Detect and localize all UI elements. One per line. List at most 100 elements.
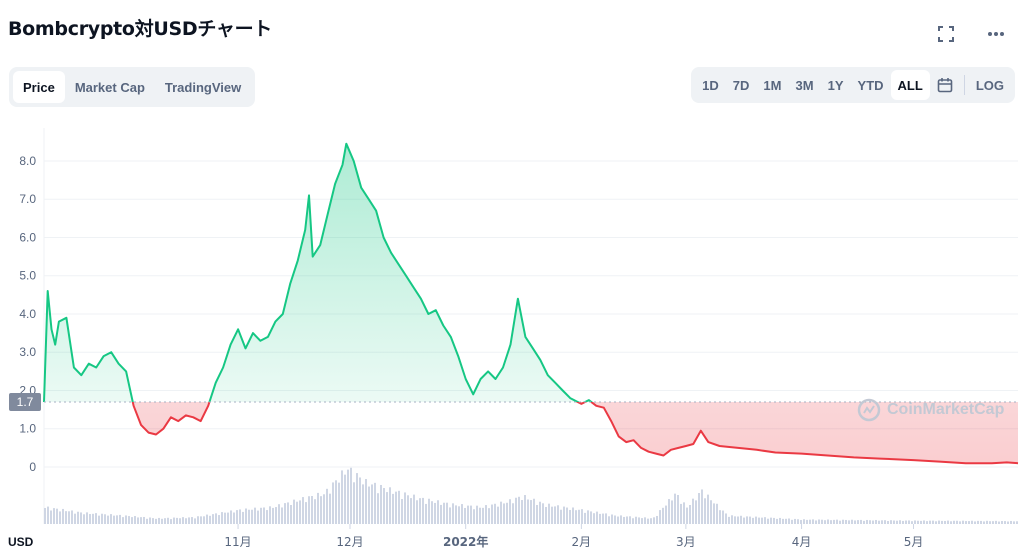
y-tick-label: 0: [29, 460, 36, 474]
volume-bar: [431, 501, 433, 524]
volume-bar: [755, 516, 757, 524]
volume-bar: [668, 499, 670, 524]
volume-bar: [791, 519, 793, 524]
tab-market-cap[interactable]: Market Cap: [74, 79, 145, 95]
time-range-selector: 1D 7D 1M 3M 1Y YTD ALL LOG: [691, 67, 1015, 103]
volume-bar: [272, 507, 274, 524]
tab-tradingview[interactable]: TradingView: [164, 79, 242, 95]
volume-bar: [359, 477, 361, 524]
range-3m[interactable]: 3M: [795, 77, 814, 93]
volume-bar: [977, 520, 979, 524]
volume-bar: [881, 520, 883, 524]
volume-bar: [515, 497, 517, 524]
volume-bar: [545, 506, 547, 524]
volume-bar: [212, 514, 214, 524]
volume-bar: [989, 521, 991, 524]
calendar-icon[interactable]: [930, 70, 960, 100]
volume-bar: [164, 518, 166, 524]
range-divider: [963, 75, 965, 95]
volume-bar: [842, 519, 844, 524]
volume-bar: [695, 500, 697, 524]
volume-bar: [458, 506, 460, 524]
volume-bar: [593, 513, 595, 524]
volume-bar: [101, 513, 103, 524]
volume-bar: [221, 512, 223, 524]
tab-price[interactable]: Price: [13, 71, 65, 103]
range-1d[interactable]: 1D: [702, 77, 719, 93]
volume-bar: [908, 520, 910, 524]
volume-bar: [131, 517, 133, 524]
volume-bar: [254, 507, 256, 524]
volume-bar: [68, 511, 70, 524]
volume-bar: [530, 500, 532, 524]
volume-bar: [602, 513, 604, 524]
volume-bar: [230, 510, 232, 524]
volume-bar: [680, 503, 682, 524]
volume-bar: [761, 517, 763, 524]
volume-bar: [443, 502, 445, 524]
volume-bar: [863, 520, 865, 524]
volume-bar: [287, 502, 289, 524]
volume-bar: [44, 507, 46, 524]
volume-bar: [539, 501, 541, 524]
range-1y[interactable]: 1Y: [827, 77, 844, 93]
volume-bar: [110, 514, 112, 524]
volume-bar: [227, 512, 229, 524]
volume-bar: [896, 520, 898, 524]
volume-bar: [335, 480, 337, 524]
volume-bar: [542, 503, 544, 524]
volume-bar: [584, 512, 586, 524]
volume-bar: [317, 492, 319, 524]
volume-bar: [935, 521, 937, 524]
volume-bar: [377, 493, 379, 524]
volume-bar: [353, 482, 355, 524]
volume-bar: [200, 516, 202, 524]
volume-bar: [701, 489, 703, 524]
volume-bar: [869, 520, 871, 524]
volume-bar: [95, 513, 97, 524]
volume-bar: [47, 506, 49, 524]
volume-bar: [341, 470, 343, 524]
volume-bar: [785, 518, 787, 524]
volume-bar: [161, 518, 163, 524]
volume-bar: [587, 510, 589, 524]
range-1m[interactable]: 1M: [763, 77, 782, 93]
page-title: Bombcrypto対USDチャート: [8, 18, 272, 40]
volume-bar: [245, 508, 247, 524]
volume-bar: [1016, 521, 1018, 524]
volume-bar: [932, 520, 934, 524]
more-icon[interactable]: [986, 24, 1006, 44]
volume-bar: [656, 515, 658, 524]
expand-icon[interactable]: [936, 24, 956, 44]
volume-bar: [632, 518, 634, 524]
y-tick-label: 5.0: [19, 269, 36, 283]
range-all[interactable]: ALL: [890, 70, 930, 100]
volume-bar: [902, 520, 904, 524]
volume-bar: [482, 507, 484, 524]
volume-bar: [452, 503, 454, 524]
volume-bar: [815, 520, 817, 524]
volume-bar: [692, 498, 694, 524]
range-ytd[interactable]: YTD: [857, 77, 884, 93]
volume-bar: [464, 507, 466, 524]
x-tick-label: 3月: [676, 535, 696, 549]
volume-bar: [347, 469, 349, 524]
x-tick-label: 2022年: [443, 534, 488, 549]
header-actions: [936, 24, 1006, 44]
volume-bar: [284, 503, 286, 524]
volume-bar: [836, 519, 838, 524]
volume-bar: [476, 505, 478, 524]
volume-bar: [959, 521, 961, 524]
volume-bar: [659, 510, 661, 524]
volume-bar: [104, 514, 106, 524]
volume-bar: [410, 498, 412, 524]
volume-bar: [506, 502, 508, 524]
volume-bar: [689, 504, 691, 524]
log-toggle[interactable]: LOG: [975, 77, 1004, 93]
volume-bar: [263, 507, 265, 524]
y-tick-label: 8.0: [19, 154, 36, 168]
volume-bar: [956, 520, 958, 524]
volume-bar: [992, 521, 994, 524]
volume-bar: [920, 520, 922, 524]
range-7d[interactable]: 7D: [732, 77, 750, 93]
